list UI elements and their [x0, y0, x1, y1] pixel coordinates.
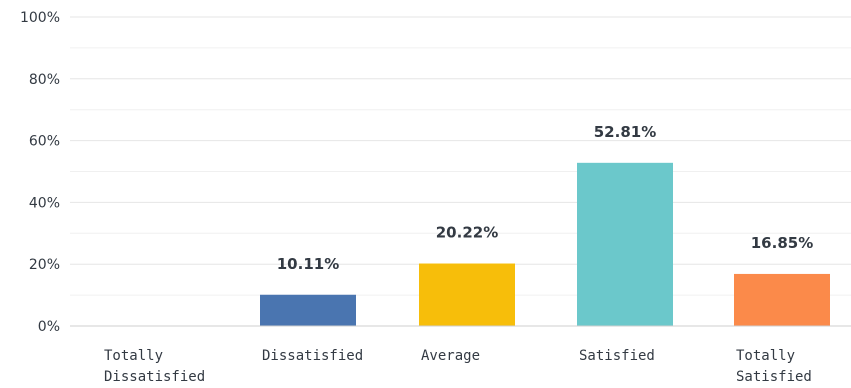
gridlines	[70, 16, 851, 296]
x-category-label: Totally	[736, 348, 795, 364]
data-label: 20.22%	[436, 224, 498, 242]
x-category-label: Satisfied	[579, 348, 655, 364]
y-tick-label: 100%	[20, 10, 60, 26]
data-label: 10.11%	[277, 255, 339, 273]
value-labels: 10.11% 20.22% 52.81% 16.85%	[277, 123, 813, 273]
bar-dissatisfied	[260, 294, 356, 326]
bar-totally-satisfied	[734, 273, 830, 326]
y-axis-tick-labels: 0% 20% 40% 60% 80% 100%	[20, 10, 60, 335]
x-category-label: Dissatisfied	[104, 369, 205, 385]
y-tick-label: 0%	[38, 319, 60, 335]
y-tick-label: 40%	[29, 195, 60, 211]
y-tick-label: 20%	[29, 257, 60, 273]
x-category-label: Dissatisfied	[262, 348, 363, 364]
bar-satisfied	[577, 162, 673, 326]
y-tick-label: 60%	[29, 134, 60, 150]
bars	[260, 162, 830, 326]
bar-average	[419, 263, 515, 326]
x-category-label: Average	[421, 348, 480, 364]
data-label: 52.81%	[594, 123, 656, 141]
data-label: 16.85%	[751, 234, 813, 252]
x-axis-category-labels: Totally Dissatisfied Dissatisfied Average Sa…	[104, 348, 812, 385]
x-category-label: Satisfied	[736, 369, 812, 385]
y-tick-label: 80%	[29, 72, 60, 88]
x-category-label: Totally	[104, 348, 163, 364]
